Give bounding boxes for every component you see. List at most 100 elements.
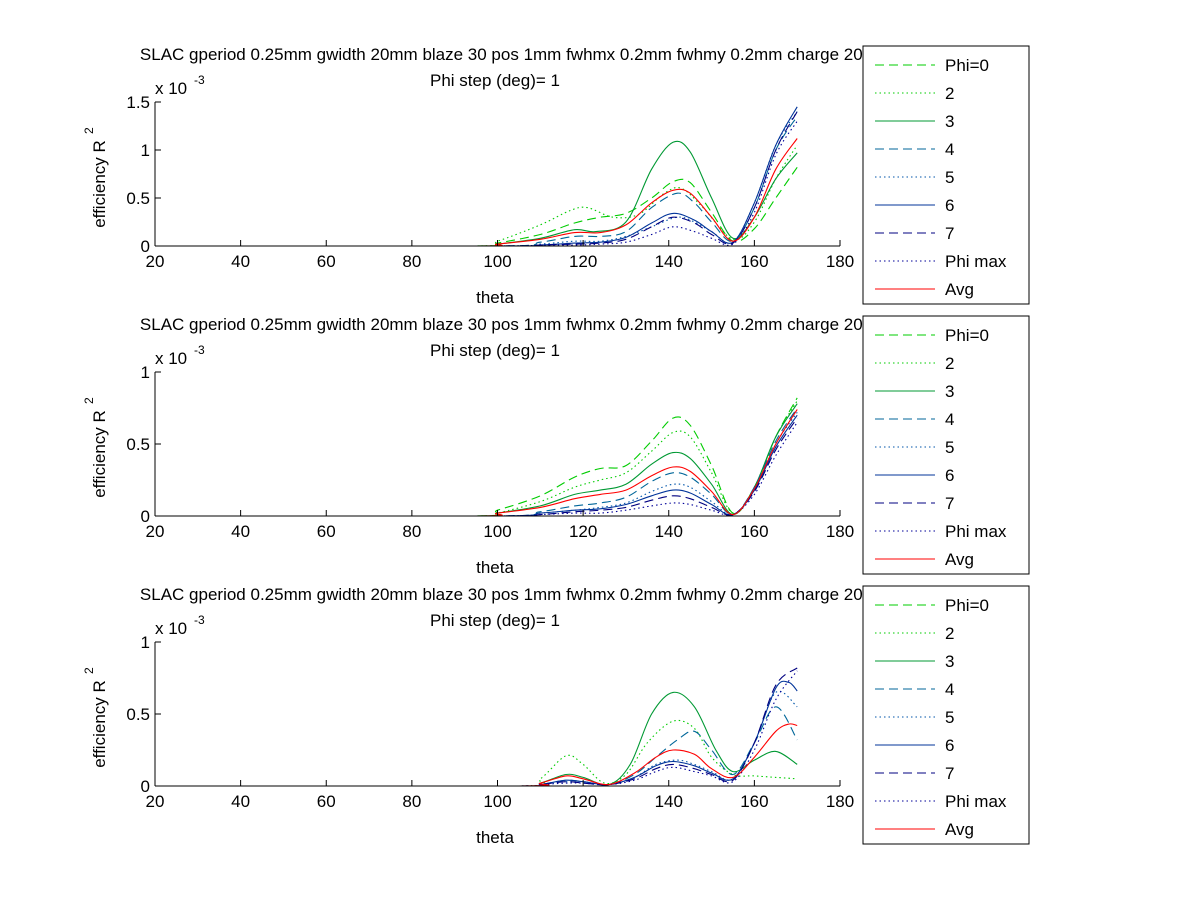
series-line-2 <box>197 400 798 516</box>
legend-item-label: 2 <box>945 84 954 103</box>
legend: Phi=0 2 3 4 5 6 7 Phi max Avg <box>862 45 1030 305</box>
series-group <box>197 106 798 246</box>
x-tick-label: 160 <box>740 522 768 541</box>
series-line-3 <box>197 691 798 786</box>
y-tick-label: 0 <box>141 507 150 526</box>
legend-item-label: 3 <box>945 652 954 671</box>
x-tick-label: 20 <box>146 252 165 271</box>
legend-box <box>862 585 1030 845</box>
legend-item-label: 3 <box>945 382 954 401</box>
x-tick-label: 60 <box>317 792 336 811</box>
legend-item-label: 5 <box>945 708 954 727</box>
x-tick-label: 160 <box>740 792 768 811</box>
series-line-3 <box>197 403 798 516</box>
y-tick-label: 0.5 <box>126 705 150 724</box>
legend-item-label: 6 <box>945 736 954 755</box>
y-exponent-sup: -3 <box>194 343 205 357</box>
series-group <box>197 397 798 516</box>
chart-title: SLAC gperiod 0.25mm gwidth 20mm blaze 30… <box>140 45 960 64</box>
chart-panel-1: SLAC gperiod 0.25mm gwidth 20mm blaze 30… <box>82 45 1030 307</box>
x-tick-label: 100 <box>483 252 511 271</box>
y-tick-label: 0.5 <box>126 189 150 208</box>
x-tick-label: 180 <box>826 522 854 541</box>
y-exponent-label: x 10 <box>155 79 187 98</box>
legend-item-label: 5 <box>945 438 954 457</box>
series-line-9 <box>197 138 798 246</box>
y-tick-label: 1 <box>141 363 150 382</box>
series-group <box>197 667 798 786</box>
legend-item-label: Phi=0 <box>945 596 989 615</box>
legend-item-label: 7 <box>945 494 954 513</box>
y-exponent-sup: -3 <box>194 73 205 87</box>
y-axis-label-sup: 2 <box>82 127 96 134</box>
x-tick-label: 40 <box>231 252 250 271</box>
series-line-7 <box>197 417 798 516</box>
x-tick-label: 120 <box>569 252 597 271</box>
x-tick-label: 140 <box>655 252 683 271</box>
legend-item-label: 4 <box>945 410 954 429</box>
y-tick-label: 1.5 <box>126 93 150 112</box>
x-tick-label: 100 <box>483 792 511 811</box>
y-exponent-sup: -3 <box>194 613 205 627</box>
legend: Phi=0 2 3 4 5 6 7 Phi max Avg <box>862 315 1030 575</box>
legend-item-label: Phi max <box>945 252 1007 271</box>
chart-subtitle: Phi step (deg)= 1 <box>430 611 560 630</box>
y-axis-label: efficiency R <box>90 680 109 768</box>
legend-item-label: 3 <box>945 112 954 131</box>
y-tick-label: 1 <box>141 633 150 652</box>
series-line-9 <box>197 409 798 516</box>
legend-item-label: 2 <box>945 624 954 643</box>
x-tick-label: 180 <box>826 252 854 271</box>
x-tick-label: 160 <box>740 252 768 271</box>
series-line-1 <box>197 166 798 246</box>
series-line-7 <box>197 111 798 246</box>
series-line-6 <box>197 106 798 246</box>
y-tick-label: 0 <box>141 777 150 796</box>
legend-item-label: Avg <box>945 820 974 839</box>
y-axis-label: efficiency R <box>90 410 109 498</box>
legend-item-label: Phi=0 <box>945 326 989 345</box>
chart-title: SLAC gperiod 0.25mm gwidth 20mm blaze 30… <box>140 585 960 604</box>
series-line-4 <box>197 407 798 516</box>
x-tick-label: 20 <box>146 522 165 541</box>
legend-item-label: 4 <box>945 140 954 159</box>
series-line-2 <box>197 719 798 786</box>
y-exponent-label: x 10 <box>155 349 187 368</box>
legend-item-label: 6 <box>945 196 954 215</box>
x-axis-label: theta <box>476 828 514 847</box>
y-axis-label-sup: 2 <box>82 667 96 674</box>
series-line-8 <box>197 670 798 786</box>
x-tick-label: 80 <box>402 522 421 541</box>
legend-item-label: Phi max <box>945 522 1007 541</box>
legend-item-label: 7 <box>945 764 954 783</box>
x-tick-label: 120 <box>569 792 597 811</box>
legend: Phi=0 2 3 4 5 6 7 Phi max Avg <box>862 585 1030 845</box>
legend-item-label: Avg <box>945 280 974 299</box>
series-line-4 <box>197 116 798 246</box>
x-tick-label: 180 <box>826 792 854 811</box>
series-line-9 <box>197 723 798 786</box>
x-tick-label: 40 <box>231 792 250 811</box>
x-tick-label: 60 <box>317 252 336 271</box>
chart-subtitle: Phi step (deg)= 1 <box>430 341 560 360</box>
x-axis-label: theta <box>476 288 514 307</box>
legend-box <box>862 45 1030 305</box>
x-tick-label: 60 <box>317 522 336 541</box>
x-tick-label: 140 <box>655 792 683 811</box>
x-tick-label: 120 <box>569 522 597 541</box>
x-tick-label: 80 <box>402 252 421 271</box>
chart-panel-2: SLAC gperiod 0.25mm gwidth 20mm blaze 30… <box>82 315 1030 577</box>
y-tick-label: 0 <box>141 237 150 256</box>
series-line-5 <box>197 111 798 246</box>
x-tick-label: 140 <box>655 522 683 541</box>
legend-item-label: 4 <box>945 680 954 699</box>
series-line-7 <box>197 667 798 786</box>
chart-subtitle: Phi step (deg)= 1 <box>430 71 560 90</box>
chart-panel-3: SLAC gperiod 0.25mm gwidth 20mm blaze 30… <box>82 585 1030 847</box>
legend-box <box>862 315 1030 575</box>
legend-item-label: 7 <box>945 224 954 243</box>
y-axis-label: efficiency R <box>90 140 109 228</box>
y-tick-label: 0.5 <box>126 435 150 454</box>
legend-item-label: 2 <box>945 354 954 373</box>
